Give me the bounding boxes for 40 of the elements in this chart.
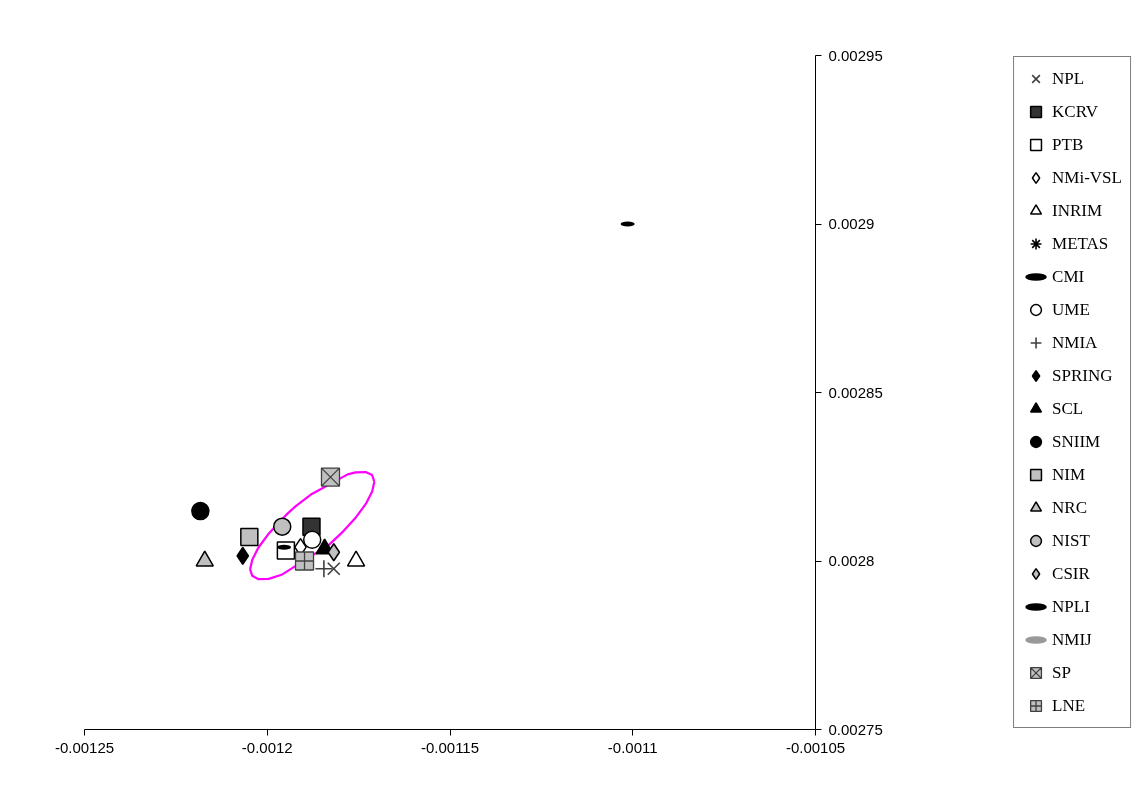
legend-label: NMIJ: [1052, 628, 1092, 651]
legend-label: SNIIM: [1052, 430, 1101, 453]
legend-label: NMIA: [1052, 331, 1098, 354]
legend-label: UME: [1052, 298, 1090, 321]
legend-label: NMi-VSL: [1052, 166, 1122, 189]
y-tick-label: 0.00275: [828, 720, 883, 738]
legend-label: SCL: [1052, 397, 1084, 420]
legend-label: SPRING: [1052, 364, 1113, 387]
point: [314, 559, 334, 579]
point: [302, 530, 322, 549]
y-tick-label: 0.00285: [828, 383, 883, 401]
point: [191, 501, 210, 521]
legend-label: SP: [1052, 661, 1072, 684]
x-tick-label: -0.00105: [785, 738, 846, 756]
point: [240, 527, 259, 547]
legend-label: PTB: [1052, 133, 1084, 156]
legend-label: NPLI: [1052, 595, 1090, 618]
point: [294, 551, 315, 571]
point: [272, 517, 292, 536]
point: [320, 467, 341, 487]
point: [326, 561, 341, 576]
legend-label: NPL: [1052, 67, 1085, 90]
point: [236, 546, 250, 566]
x-tick-label: -0.00125: [54, 738, 115, 756]
legend-label: CMI: [1052, 265, 1085, 288]
legend-label: METAS: [1052, 232, 1109, 255]
legend-label: INRIM: [1052, 199, 1103, 222]
legend-label: CSIR: [1052, 562, 1090, 585]
y-tick-label: 0.0029: [828, 215, 875, 232]
legend-label: NIST: [1052, 529, 1090, 552]
x-tick-label: -0.0012: [241, 738, 293, 756]
y-tick-label: 0.00295: [828, 46, 883, 64]
legend-label: NRC: [1052, 496, 1088, 519]
x-tick-label: -0.0011: [607, 738, 658, 756]
x-tick-label: -0.00115: [420, 738, 480, 756]
legend-label: NIM: [1052, 463, 1086, 486]
point: [327, 542, 341, 562]
legend-label: KCRV: [1052, 100, 1098, 123]
y-tick-label: 0.0028: [828, 552, 875, 569]
legend-label: LNE: [1052, 694, 1086, 717]
